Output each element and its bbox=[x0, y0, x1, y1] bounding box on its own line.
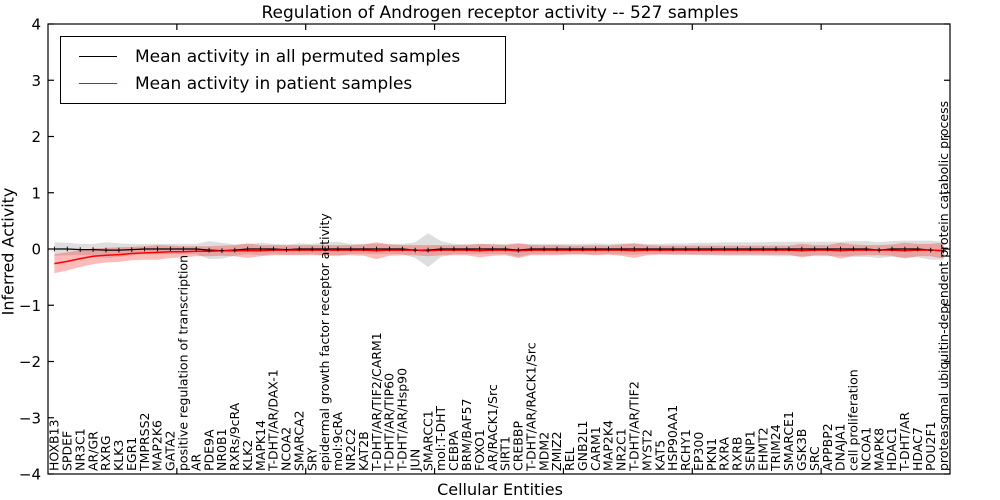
entity-label: SRY bbox=[304, 447, 319, 471]
entity-label: T-DHT/AR/RACK1/Src bbox=[523, 342, 538, 472]
entity-label: AR/GR bbox=[85, 431, 100, 471]
entity-label: MAPK14 bbox=[253, 420, 268, 471]
entity-label: KLK3 bbox=[111, 440, 126, 471]
y-tick-label: −4 bbox=[19, 466, 41, 484]
entity-label: APPBP2 bbox=[820, 423, 835, 471]
entity-label: EP300 bbox=[691, 432, 706, 471]
entity-label: epidermal growth factor receptor activit… bbox=[317, 213, 332, 471]
entity-label: SMARCA2 bbox=[292, 410, 307, 471]
entity-label: RCHY1 bbox=[678, 429, 693, 471]
entity-label: HDAC1 bbox=[884, 427, 899, 471]
legend-label-permuted: Mean activity in all permuted samples bbox=[135, 46, 461, 67]
entity-label: RXRA bbox=[717, 437, 732, 471]
entity-label: MYST2 bbox=[639, 429, 654, 471]
entity-label: PKN1 bbox=[704, 438, 719, 471]
permuted-mean-line bbox=[54, 248, 944, 252]
entity-label: HSP90AA1 bbox=[665, 405, 680, 471]
chart-title: Regulation of Androgen receptor activity… bbox=[261, 3, 739, 23]
y-tick-label: 0 bbox=[31, 241, 41, 259]
permuted-line-swatch bbox=[79, 56, 117, 57]
entity-label: NR2C2 bbox=[343, 428, 358, 471]
point-markers bbox=[52, 246, 946, 254]
entity-label: SRC bbox=[807, 446, 822, 471]
entity-label: HDAC7 bbox=[910, 427, 925, 471]
entity-label: NR3C1 bbox=[72, 428, 87, 471]
entity-label: KAT5 bbox=[652, 440, 667, 471]
entity-label: SPDEF bbox=[60, 431, 75, 471]
entity-label: NCOA1 bbox=[858, 427, 873, 471]
y-tick-label: 2 bbox=[31, 128, 41, 146]
y-tick-label: 3 bbox=[31, 72, 41, 90]
y-tick-label: 4 bbox=[31, 16, 41, 34]
entity-label: POU2F1 bbox=[923, 421, 938, 471]
entity-label: cell proliferation bbox=[846, 369, 861, 471]
entity-label: NR2C1 bbox=[614, 428, 629, 471]
y-tick-label: −1 bbox=[19, 297, 41, 315]
entity-label: MAP2K4 bbox=[601, 420, 616, 471]
entity-label: BRM/BAF57 bbox=[459, 399, 474, 471]
entity-label: mol:T-DHT bbox=[433, 405, 448, 471]
entity-label: REL bbox=[562, 447, 577, 471]
entity-label: MDM2 bbox=[536, 432, 551, 471]
entity-label: RXRB bbox=[730, 436, 745, 471]
entity-label: FOXO1 bbox=[472, 429, 487, 471]
entity-label: T-DHT/AR/TIF2/CARM1 bbox=[369, 332, 384, 472]
entity-label: MAP2K6 bbox=[150, 420, 165, 471]
entity-label: NCOA2 bbox=[279, 427, 294, 471]
entity-label: T-DHT/AR bbox=[897, 412, 912, 472]
entity-label: AR/RACK1/Src bbox=[485, 384, 500, 471]
y-axis-label: Inferred Activity bbox=[0, 187, 18, 316]
entity-label: T-DHT/AR/TIF2 bbox=[627, 381, 642, 472]
entity-label: CREBBP bbox=[511, 421, 526, 471]
legend: Mean activity in all permuted samples Me… bbox=[60, 36, 506, 104]
entity-label: MAPK8 bbox=[871, 428, 886, 471]
entity-label: GNB2L1 bbox=[575, 421, 590, 471]
patient-mean-line bbox=[54, 249, 944, 265]
y-tick-label: −3 bbox=[19, 409, 41, 427]
entity-label: RXRG bbox=[98, 435, 113, 471]
entity-label: AR bbox=[188, 453, 203, 471]
legend-item-permuted: Mean activity in all permuted samples bbox=[71, 43, 495, 70]
patient-line-swatch bbox=[79, 83, 117, 84]
y-tick-label: 1 bbox=[31, 184, 41, 202]
entity-label: SMARCC1 bbox=[420, 410, 435, 471]
entity-label: T-DHT/AR/DAX-1 bbox=[266, 369, 281, 472]
entity-label: EGR1 bbox=[124, 437, 139, 471]
entity-label: TRIM24 bbox=[768, 424, 783, 472]
entity-label: T-DHT/AR/TIP60 bbox=[382, 373, 397, 472]
entity-label: GSK3B bbox=[794, 429, 809, 471]
entity-label: positive regulation of transcription bbox=[176, 255, 191, 471]
entity-label: CEBPA bbox=[446, 430, 461, 471]
entity-label: T-DHT/AR/Hsp90 bbox=[395, 368, 410, 472]
entity-label: GATA2 bbox=[163, 431, 178, 471]
entity-label: EHMT2 bbox=[755, 427, 770, 471]
legend-label-patient: Mean activity in patient samples bbox=[135, 73, 413, 94]
entity-label: JUN bbox=[407, 449, 422, 472]
entity-label: SIRT1 bbox=[498, 436, 513, 471]
x-axis-label: Cellular Entities bbox=[437, 480, 563, 499]
entity-label: PDE9A bbox=[201, 429, 216, 471]
entity-label: NR0B1 bbox=[214, 428, 229, 471]
entity-label: HOXB13 bbox=[47, 420, 62, 471]
entity-label: KLK2 bbox=[240, 440, 255, 471]
entity-label: ZMIZ2 bbox=[549, 431, 564, 471]
entity-label: SENP1 bbox=[743, 430, 758, 471]
y-tick-label: −2 bbox=[19, 353, 41, 371]
entity-label: SMARCE1 bbox=[781, 411, 796, 471]
entity-label: TMPRSS2 bbox=[137, 413, 152, 472]
entity-label: proteasomal ubiquitin-dependent protein … bbox=[936, 101, 951, 471]
entity-label: CARM1 bbox=[588, 426, 603, 471]
entity-label: mol:9cRA bbox=[330, 411, 345, 471]
entity-label: RXRs/9cRA bbox=[227, 402, 242, 471]
entity-label: DNAJA1 bbox=[833, 424, 848, 472]
entity-label: KAT2B bbox=[356, 431, 371, 471]
legend-item-patient: Mean activity in patient samples bbox=[71, 70, 495, 97]
